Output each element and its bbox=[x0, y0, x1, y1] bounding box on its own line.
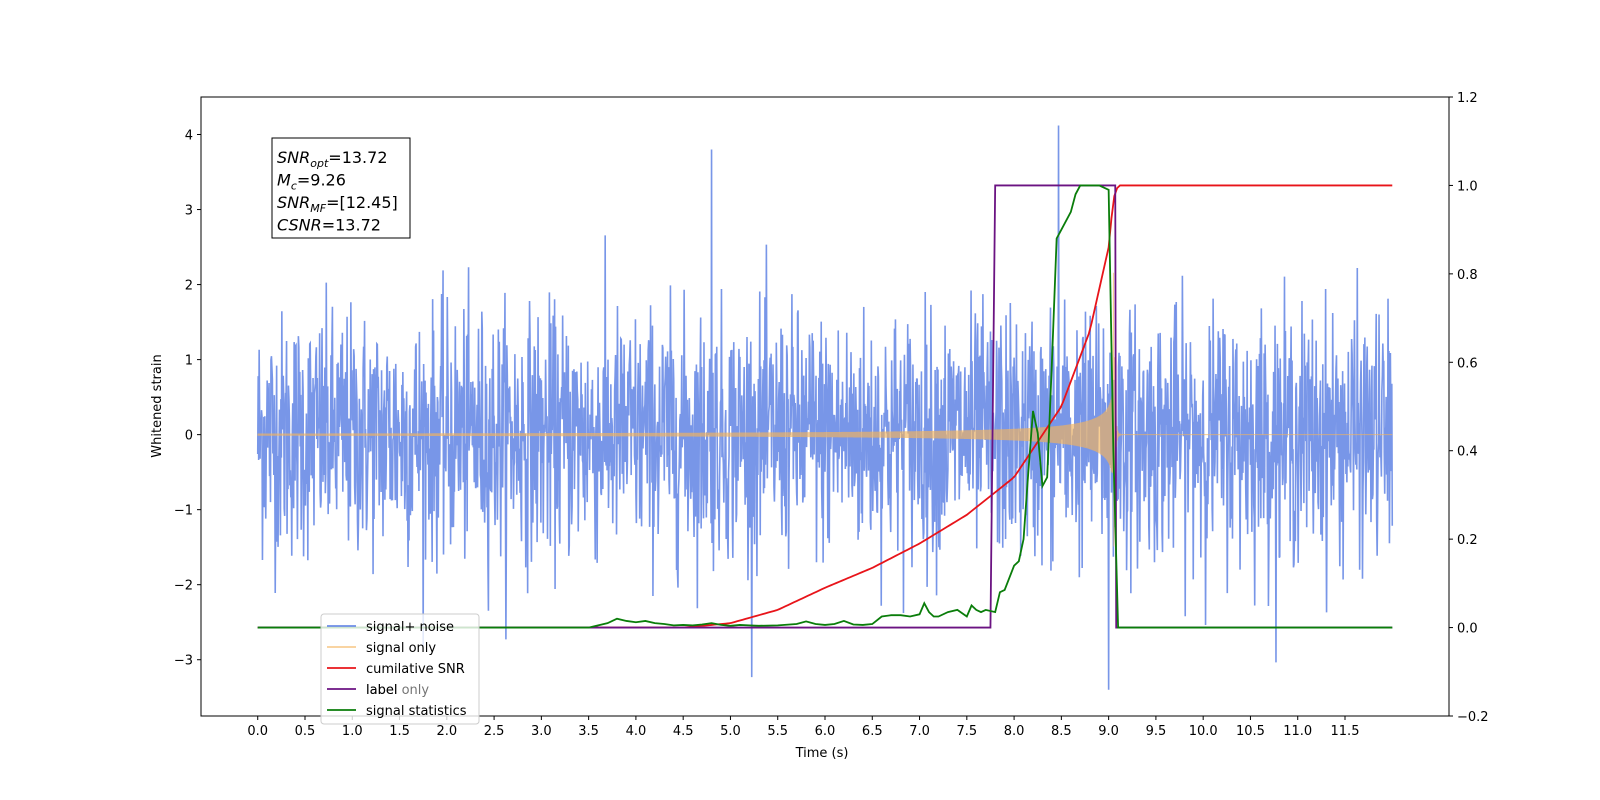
x-tick-label: 0.5 bbox=[295, 724, 316, 739]
x-tick-label: 4.0 bbox=[626, 724, 647, 739]
x-axis-label: Time (s) bbox=[795, 746, 849, 761]
x-tick-label: 10.0 bbox=[1189, 724, 1218, 739]
x-tick-label: 2.0 bbox=[436, 724, 457, 739]
y-right-tick-label: 0.0 bbox=[1457, 622, 1478, 637]
y-right-tick-label: 0.6 bbox=[1457, 356, 1478, 371]
x-tick-label: 1.0 bbox=[342, 724, 363, 739]
x-tick-label: 1.5 bbox=[389, 724, 410, 739]
annotation-line: Mc=9.26 bbox=[277, 171, 346, 193]
y-left-tick-label: 0 bbox=[185, 429, 193, 444]
annotation-line: SNRMF=[12.45] bbox=[277, 193, 398, 215]
series-signal-statistics bbox=[257, 184, 1393, 629]
y-left-tick-label: 3 bbox=[185, 204, 193, 219]
series-signal-only bbox=[257, 272, 1393, 547]
x-tick-label: 3.5 bbox=[578, 724, 599, 739]
x-tick-label: 8.5 bbox=[1051, 724, 1072, 739]
y-left-tick-label: 2 bbox=[185, 279, 193, 294]
y-axis-label-left: Whitened strain bbox=[150, 354, 165, 457]
x-tick-label: 3.0 bbox=[531, 724, 552, 739]
y-right-tick-label: 0.2 bbox=[1457, 533, 1478, 548]
legend-hidden-text: label only bbox=[366, 683, 429, 698]
y-right-tick-label: −0.2 bbox=[1457, 710, 1489, 725]
series-signal-plus-noise bbox=[256, 125, 1394, 690]
x-tick-label: 7.0 bbox=[909, 724, 930, 739]
legend-label: signal+ noise bbox=[366, 620, 454, 635]
legend-label: cumilative SNR bbox=[366, 662, 465, 677]
legend-label: label bbox=[366, 683, 397, 698]
annotation-line: SNRopt=13.72 bbox=[277, 148, 388, 170]
plot-area bbox=[256, 125, 1394, 690]
y-left-tick-label: 4 bbox=[185, 129, 193, 144]
y-left-tick-label: −3 bbox=[174, 654, 193, 669]
y-left-tick-label: 1 bbox=[185, 354, 193, 369]
x-tick-label: 2.5 bbox=[484, 724, 505, 739]
x-tick-label: 9.0 bbox=[1098, 724, 1119, 739]
x-axis: 0.0 0.5 1.0 1.5 2.0 2.5 3.0 3.5 4.0 4.5 5.0 5.5 6.0 6… bbox=[247, 716, 1359, 739]
x-tick-label: 10.5 bbox=[1236, 724, 1265, 739]
x-tick-label: 7.5 bbox=[956, 724, 977, 739]
y-right-tick-label: 1.0 bbox=[1457, 179, 1478, 194]
x-tick-label: 9.5 bbox=[1146, 724, 1167, 739]
x-tick-label: 11.0 bbox=[1283, 724, 1312, 739]
y-left-tick-label: −2 bbox=[174, 579, 193, 594]
x-tick-label: 4.5 bbox=[673, 724, 694, 739]
y-axis-right: −0.2 0.0 0.2 0.4 0.6 0.8 1.0 1.2 bbox=[1449, 91, 1489, 725]
annotation-line: CSNR=13.72 bbox=[277, 216, 381, 235]
series-layer bbox=[256, 125, 1394, 690]
x-tick-label: 5.0 bbox=[720, 724, 741, 739]
legend-label: signal statistics bbox=[366, 704, 467, 719]
legend-label: signal only bbox=[366, 641, 436, 656]
legend: label only signal+ noise signal only cumil… bbox=[320, 613, 480, 725]
x-tick-label: 11.5 bbox=[1331, 724, 1360, 739]
x-tick-label: 6.0 bbox=[815, 724, 836, 739]
y-left-tick-label: −1 bbox=[174, 504, 193, 519]
y-right-tick-label: 0.8 bbox=[1457, 268, 1478, 283]
x-tick-label: 8.0 bbox=[1004, 724, 1025, 739]
snr-annotation-box: SNRopt=13.72Mc=9.26SNRMF=[12.45]CSNR=13.… bbox=[271, 137, 411, 239]
y-right-tick-label: 0.4 bbox=[1457, 445, 1478, 460]
x-tick-label: 5.5 bbox=[767, 724, 788, 739]
x-tick-label: 0.0 bbox=[247, 724, 268, 739]
y-right-tick-label: 1.2 bbox=[1457, 91, 1478, 106]
x-tick-label: 6.5 bbox=[862, 724, 883, 739]
y-axis-left: −3 −2 −1 0 1 2 3 4 bbox=[174, 129, 201, 669]
